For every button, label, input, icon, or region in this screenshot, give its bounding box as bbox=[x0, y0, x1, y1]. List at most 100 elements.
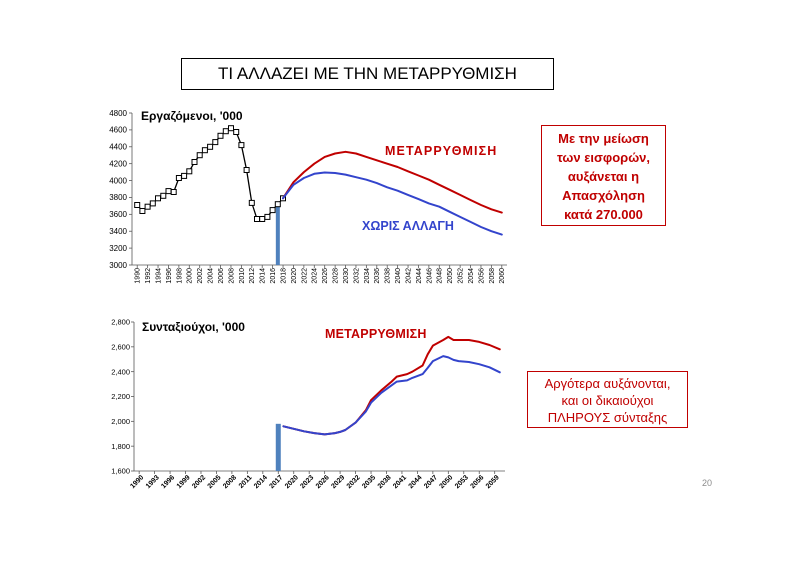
employment-x-tick-label: 2038 bbox=[385, 268, 392, 284]
pensioners-x-tick-label: 2056 bbox=[469, 474, 485, 490]
pensioners-y-tick-label: 2,400 bbox=[111, 367, 130, 376]
pensioners-x-tick-label: 2047 bbox=[423, 474, 439, 490]
employment-x-tick-label: 2008 bbox=[228, 268, 235, 284]
employment-x-tick-label: 2048 bbox=[437, 268, 444, 284]
employment-history-marker bbox=[228, 125, 234, 132]
employment-x-tick-label: 2016 bbox=[270, 268, 277, 284]
pensioners-x-tick-label: 2029 bbox=[330, 474, 346, 490]
employment-x-tick-label: 2036 bbox=[374, 268, 381, 284]
pensioners-x-tick-label: 2014 bbox=[253, 474, 269, 490]
employment-x-tick-label: 2040 bbox=[395, 268, 402, 284]
employment-history-marker bbox=[207, 143, 214, 150]
pensioners-x-tick-label: 1996 bbox=[160, 474, 176, 490]
employment-history-marker bbox=[254, 216, 260, 222]
employment-x-tick-label: 2028 bbox=[333, 268, 340, 284]
pensioners-reform-line-label: ΜΕΤΑΡΡΥΘΜΙΣΗ bbox=[325, 327, 427, 341]
employment-y-tick-label: 3600 bbox=[109, 210, 127, 219]
slide-title: ΤΙ ΑΛΛΑΖΕΙ ΜΕ ΤΗΝ ΜΕΤΑΡΡΥΘΜΙΣΗ bbox=[181, 58, 554, 90]
employment-x-tick-label: 2024 bbox=[312, 268, 319, 284]
callout-line: αυξάνεται η bbox=[567, 169, 640, 184]
employment-history-marker bbox=[201, 147, 208, 154]
employment-x-tick-label: 1990 bbox=[135, 268, 142, 284]
employment-history-marker bbox=[269, 207, 276, 214]
employment-x-tick-label: 2044 bbox=[416, 268, 423, 284]
employment-history-marker bbox=[196, 152, 203, 159]
employment-history-marker bbox=[264, 213, 271, 220]
employment-no-change-line bbox=[282, 171, 503, 236]
pensioners-y-tick-label: 2,600 bbox=[111, 342, 130, 351]
employment-history-marker bbox=[222, 128, 229, 135]
pensioners-x-tick-label: 2002 bbox=[191, 474, 207, 490]
employment-history-marker bbox=[175, 175, 182, 181]
employment-callout: Με την μείωση των εισφορών, αυξάνεται η … bbox=[541, 125, 666, 226]
employment-x-tick-label: 2058 bbox=[489, 268, 496, 284]
pensioners-no-change-line bbox=[282, 355, 501, 436]
employment-history-marker bbox=[139, 208, 146, 214]
employment-y-tick-label: 4600 bbox=[109, 126, 127, 135]
employment-y-tick-label: 3400 bbox=[109, 227, 127, 236]
employment-x-tick-label: 2060 bbox=[499, 268, 506, 284]
employment-history-marker bbox=[186, 168, 193, 175]
page-number: 20 bbox=[702, 478, 713, 488]
employment-history-marker bbox=[155, 195, 161, 202]
employment-history-marker bbox=[217, 132, 224, 139]
employment-reform-line-label: ΜΕΤΑΡΡΥΘΜΙΣΗ bbox=[385, 144, 497, 158]
pensioners-bar bbox=[275, 423, 281, 471]
employment-history-marker bbox=[274, 201, 281, 208]
employment-y-tick-label: 4800 bbox=[109, 109, 127, 118]
employment-x-tick-label: 2012 bbox=[249, 268, 256, 284]
employment-y-tick-label: 4200 bbox=[109, 159, 127, 168]
employment-x-tick-label: 1996 bbox=[166, 268, 173, 284]
employment-history-line bbox=[136, 127, 284, 220]
pensioners-x-tick-label: 2026 bbox=[315, 474, 331, 490]
employment-history-marker bbox=[170, 189, 177, 195]
employment-history-marker bbox=[149, 200, 156, 207]
employment-history-marker bbox=[238, 142, 245, 149]
pensioners-x-tick-label: 2032 bbox=[346, 474, 362, 490]
employment-x-tick-label: 2054 bbox=[468, 268, 475, 284]
employment-x-tick-label: 2014 bbox=[260, 268, 267, 284]
pensioners-y-tick-label: 2,000 bbox=[111, 417, 130, 426]
pensioners-x-tick-label: 2035 bbox=[361, 474, 377, 490]
employment-x-tick-label: 2050 bbox=[447, 268, 454, 284]
pensioners-x-tick-label: 2023 bbox=[299, 474, 315, 490]
employment-x-tick-label: 2052 bbox=[458, 268, 465, 284]
employment-x-tick-label: 1992 bbox=[145, 268, 152, 284]
employment-x-tick-label: 2020 bbox=[291, 268, 298, 284]
employment-chart: 3000 3200 3400 3600 3800 4000 4200 4400 4600 4800… bbox=[109, 109, 507, 284]
employment-x-tick-label: 2000 bbox=[187, 268, 194, 284]
employment-x-tick-label: 2006 bbox=[218, 268, 225, 284]
pensioners-x-tick-label: 2020 bbox=[284, 474, 300, 490]
pensioners-x-tick-label: 2008 bbox=[222, 474, 238, 490]
employment-x-tick-label: 2034 bbox=[364, 268, 371, 284]
employment-chart-title: Εργαζόμενοι, '000 bbox=[141, 109, 243, 123]
pensioners-x-tick-label: 1993 bbox=[145, 474, 161, 490]
employment-x-tick-label: 2002 bbox=[197, 268, 204, 284]
employment-bar bbox=[275, 201, 280, 265]
employment-x-tick-label: 2018 bbox=[280, 268, 287, 284]
callout-line: και οι δικαιούχοι bbox=[561, 393, 654, 408]
employment-history-marker bbox=[191, 159, 198, 165]
pensioners-x-tick-label: 1990 bbox=[129, 474, 145, 490]
employment-y-tick-label: 4400 bbox=[109, 143, 127, 152]
callout-line: ΠΛΗΡΟΥΣ σύνταξης bbox=[547, 410, 668, 425]
pensioners-chart-title: Συνταξιούχοι, '000 bbox=[142, 320, 245, 334]
employment-x-tick-label: 2022 bbox=[301, 268, 308, 284]
pensioners-x-tick-label: 2017 bbox=[268, 474, 284, 490]
employment-x-tick-label: 2056 bbox=[478, 268, 485, 284]
employment-x-tick-label: 2046 bbox=[426, 268, 433, 284]
employment-history-marker bbox=[259, 216, 266, 222]
pensioners-x-tick-label: 2050 bbox=[439, 474, 455, 490]
callout-line: Αργότερα αυξάνονται, bbox=[544, 376, 671, 391]
employment-y-tick-label: 4000 bbox=[109, 176, 127, 185]
employment-x-tick-label: 2004 bbox=[208, 268, 215, 284]
employment-history-marker bbox=[144, 203, 151, 210]
employment-x-tick-label: 2042 bbox=[405, 268, 412, 284]
pensioners-x-tick-label: 2005 bbox=[207, 474, 223, 490]
employment-history-marker bbox=[165, 188, 172, 195]
callout-line: Απασχόληση bbox=[562, 188, 645, 203]
employment-y-tick-label: 3000 bbox=[109, 261, 127, 270]
